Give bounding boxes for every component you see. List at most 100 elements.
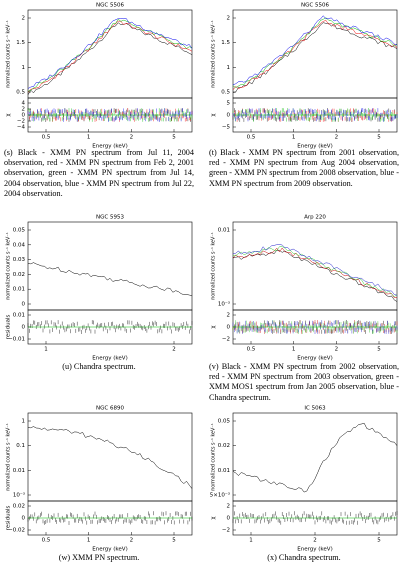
caption: (x) Chandra spectrum. <box>267 553 341 562</box>
residual-tick-label: 0 <box>22 113 26 119</box>
y-tick-label: 1 <box>227 65 231 71</box>
residual-tick-label: 0 <box>22 516 26 522</box>
x-axis-label: Energy (keV) <box>92 356 127 362</box>
residual-tick-label: −2 <box>17 119 25 125</box>
plot-title: IC 5063 <box>304 406 326 412</box>
x-tick-label: 0.5 <box>42 538 51 544</box>
y-tick-label: 5×10⁻³ <box>210 492 230 499</box>
x-tick-label: 5 <box>172 135 176 141</box>
spectrum <box>27 18 193 92</box>
x-tick-label: 1 <box>87 135 91 141</box>
plot-panel: IC 5063 normalized counts s⁻¹ keV⁻¹ χ Energ… <box>210 406 398 553</box>
residual-tick-label: 2 <box>227 313 231 319</box>
y-axis-label: normalized counts s⁻¹ keV⁻¹ <box>6 20 12 88</box>
plot-title: NGC 5506 <box>301 3 329 9</box>
spectrum <box>232 422 398 493</box>
residuals <box>232 320 398 334</box>
y-tick-label: 0.01 <box>13 287 25 293</box>
y-tick-label: 1 <box>22 419 26 425</box>
residual-axis-label: χ <box>6 113 12 117</box>
x-tick-label: 0.5 <box>42 135 51 141</box>
plot-title: Arp 220 <box>304 215 326 221</box>
x-tick-label: 2 <box>130 135 134 141</box>
residuals <box>27 320 193 334</box>
y-tick-label: 10⁻³ <box>13 492 25 499</box>
x-tick-label: 2 <box>313 538 317 544</box>
x-tick-label: 0.5 <box>247 135 256 141</box>
residual-tick-label: −0.01 <box>8 337 25 343</box>
residual-tick-label: −5 <box>222 125 231 131</box>
residual-tick-label: −4 <box>17 125 26 131</box>
spectrum <box>232 17 398 89</box>
residual-tick-label: 2 <box>227 504 231 510</box>
caption: (t) Black - XMM PN spectrum from 2001 ob… <box>209 148 399 188</box>
residual-axis-label: residuals <box>6 315 12 340</box>
plot-title: NGC 5953 <box>96 215 124 221</box>
caption: (w) XMM PN spectrum. <box>58 553 140 562</box>
y-tick-label: 0.01 <box>218 468 230 474</box>
plot-panel: NGC 5506 normalized counts s⁻¹ keV⁻¹ χ Ener… <box>211 3 398 150</box>
spectrum <box>232 244 398 296</box>
x-tick-label: 0.5 <box>247 347 256 353</box>
x-tick-label: 2 <box>130 538 134 544</box>
x-tick-label: 5 <box>377 347 381 353</box>
x-tick-label: 2 <box>335 135 339 141</box>
residual-tick-label: −0.02 <box>8 528 25 534</box>
residual-tick-label: 0 <box>227 325 231 331</box>
x-tick-label: 1 <box>292 347 296 353</box>
plot-title: NGC 6890 <box>96 406 124 412</box>
residual-tick-label: 2 <box>22 107 26 113</box>
spectrum <box>232 247 398 299</box>
caption: (v) Black - XMM PN spectrum from 2002 ob… <box>209 362 399 402</box>
y-tick-label: 0.05 <box>13 228 26 234</box>
x-tick-label: 1 <box>44 347 48 353</box>
y-tick-label: 0.5 <box>221 90 230 96</box>
plot-frame <box>232 9 398 99</box>
plot-frame <box>232 412 398 502</box>
y-axis-label: normalized counts s⁻¹ keV⁻¹ <box>6 423 12 491</box>
x-tick-label: 5 <box>377 538 381 544</box>
y-tick-label: 0.1 <box>16 443 25 449</box>
residual-tick-label: 0 <box>22 325 26 331</box>
x-axis-label: Energy (keV) <box>297 547 332 553</box>
spectrum <box>232 22 398 93</box>
y-tick-label: 1 <box>22 65 26 71</box>
residual-tick-label: 0 <box>227 113 231 119</box>
spectrum <box>27 20 193 93</box>
plot-frame <box>27 221 193 311</box>
residual-tick-label: 4 <box>22 101 26 107</box>
x-tick-label: 5 <box>172 538 176 544</box>
y-tick-label: 2 <box>22 16 26 22</box>
spectrum <box>232 15 398 85</box>
spectrum <box>27 262 193 297</box>
y-tick-label: 0.01 <box>13 468 25 474</box>
residual-tick-label: 0 <box>227 516 231 522</box>
y-tick-label: 0.02 <box>13 272 25 278</box>
plot-frame <box>232 221 398 311</box>
plot-title: NGC 5506 <box>96 3 124 9</box>
spectrum <box>232 249 398 302</box>
y-tick-label: 0.01 <box>218 228 230 234</box>
residual-axis-label: χ <box>211 516 217 520</box>
residual-axis-label: residuals <box>6 506 12 531</box>
x-tick-label: 1 <box>292 135 296 141</box>
spectrum <box>232 246 398 297</box>
spectrum <box>27 22 193 96</box>
caption: (s) Black - XMM PN spectrum from Jul 11,… <box>4 148 194 198</box>
y-axis-label: normalized counts s⁻¹ keV⁻¹ <box>211 232 217 300</box>
spectrum <box>27 18 193 89</box>
plot-frame <box>27 412 193 502</box>
residual-tick-label: 5 <box>227 101 231 107</box>
caption: (u) Chandra spectrum. <box>62 362 136 371</box>
residual-axis-label: χ <box>211 113 217 117</box>
y-tick-label: 10⁻³ <box>218 301 230 308</box>
y-tick-label: 1.5 <box>16 40 25 46</box>
plot-frame <box>27 9 193 99</box>
y-tick-label: 0.5 <box>16 90 25 96</box>
y-tick-label: 0.02 <box>218 443 230 449</box>
x-tick-label: 2 <box>172 347 176 353</box>
residual-tick-label: −2 <box>222 528 230 534</box>
y-tick-label: 0.04 <box>13 242 26 248</box>
residuals <box>27 108 193 122</box>
